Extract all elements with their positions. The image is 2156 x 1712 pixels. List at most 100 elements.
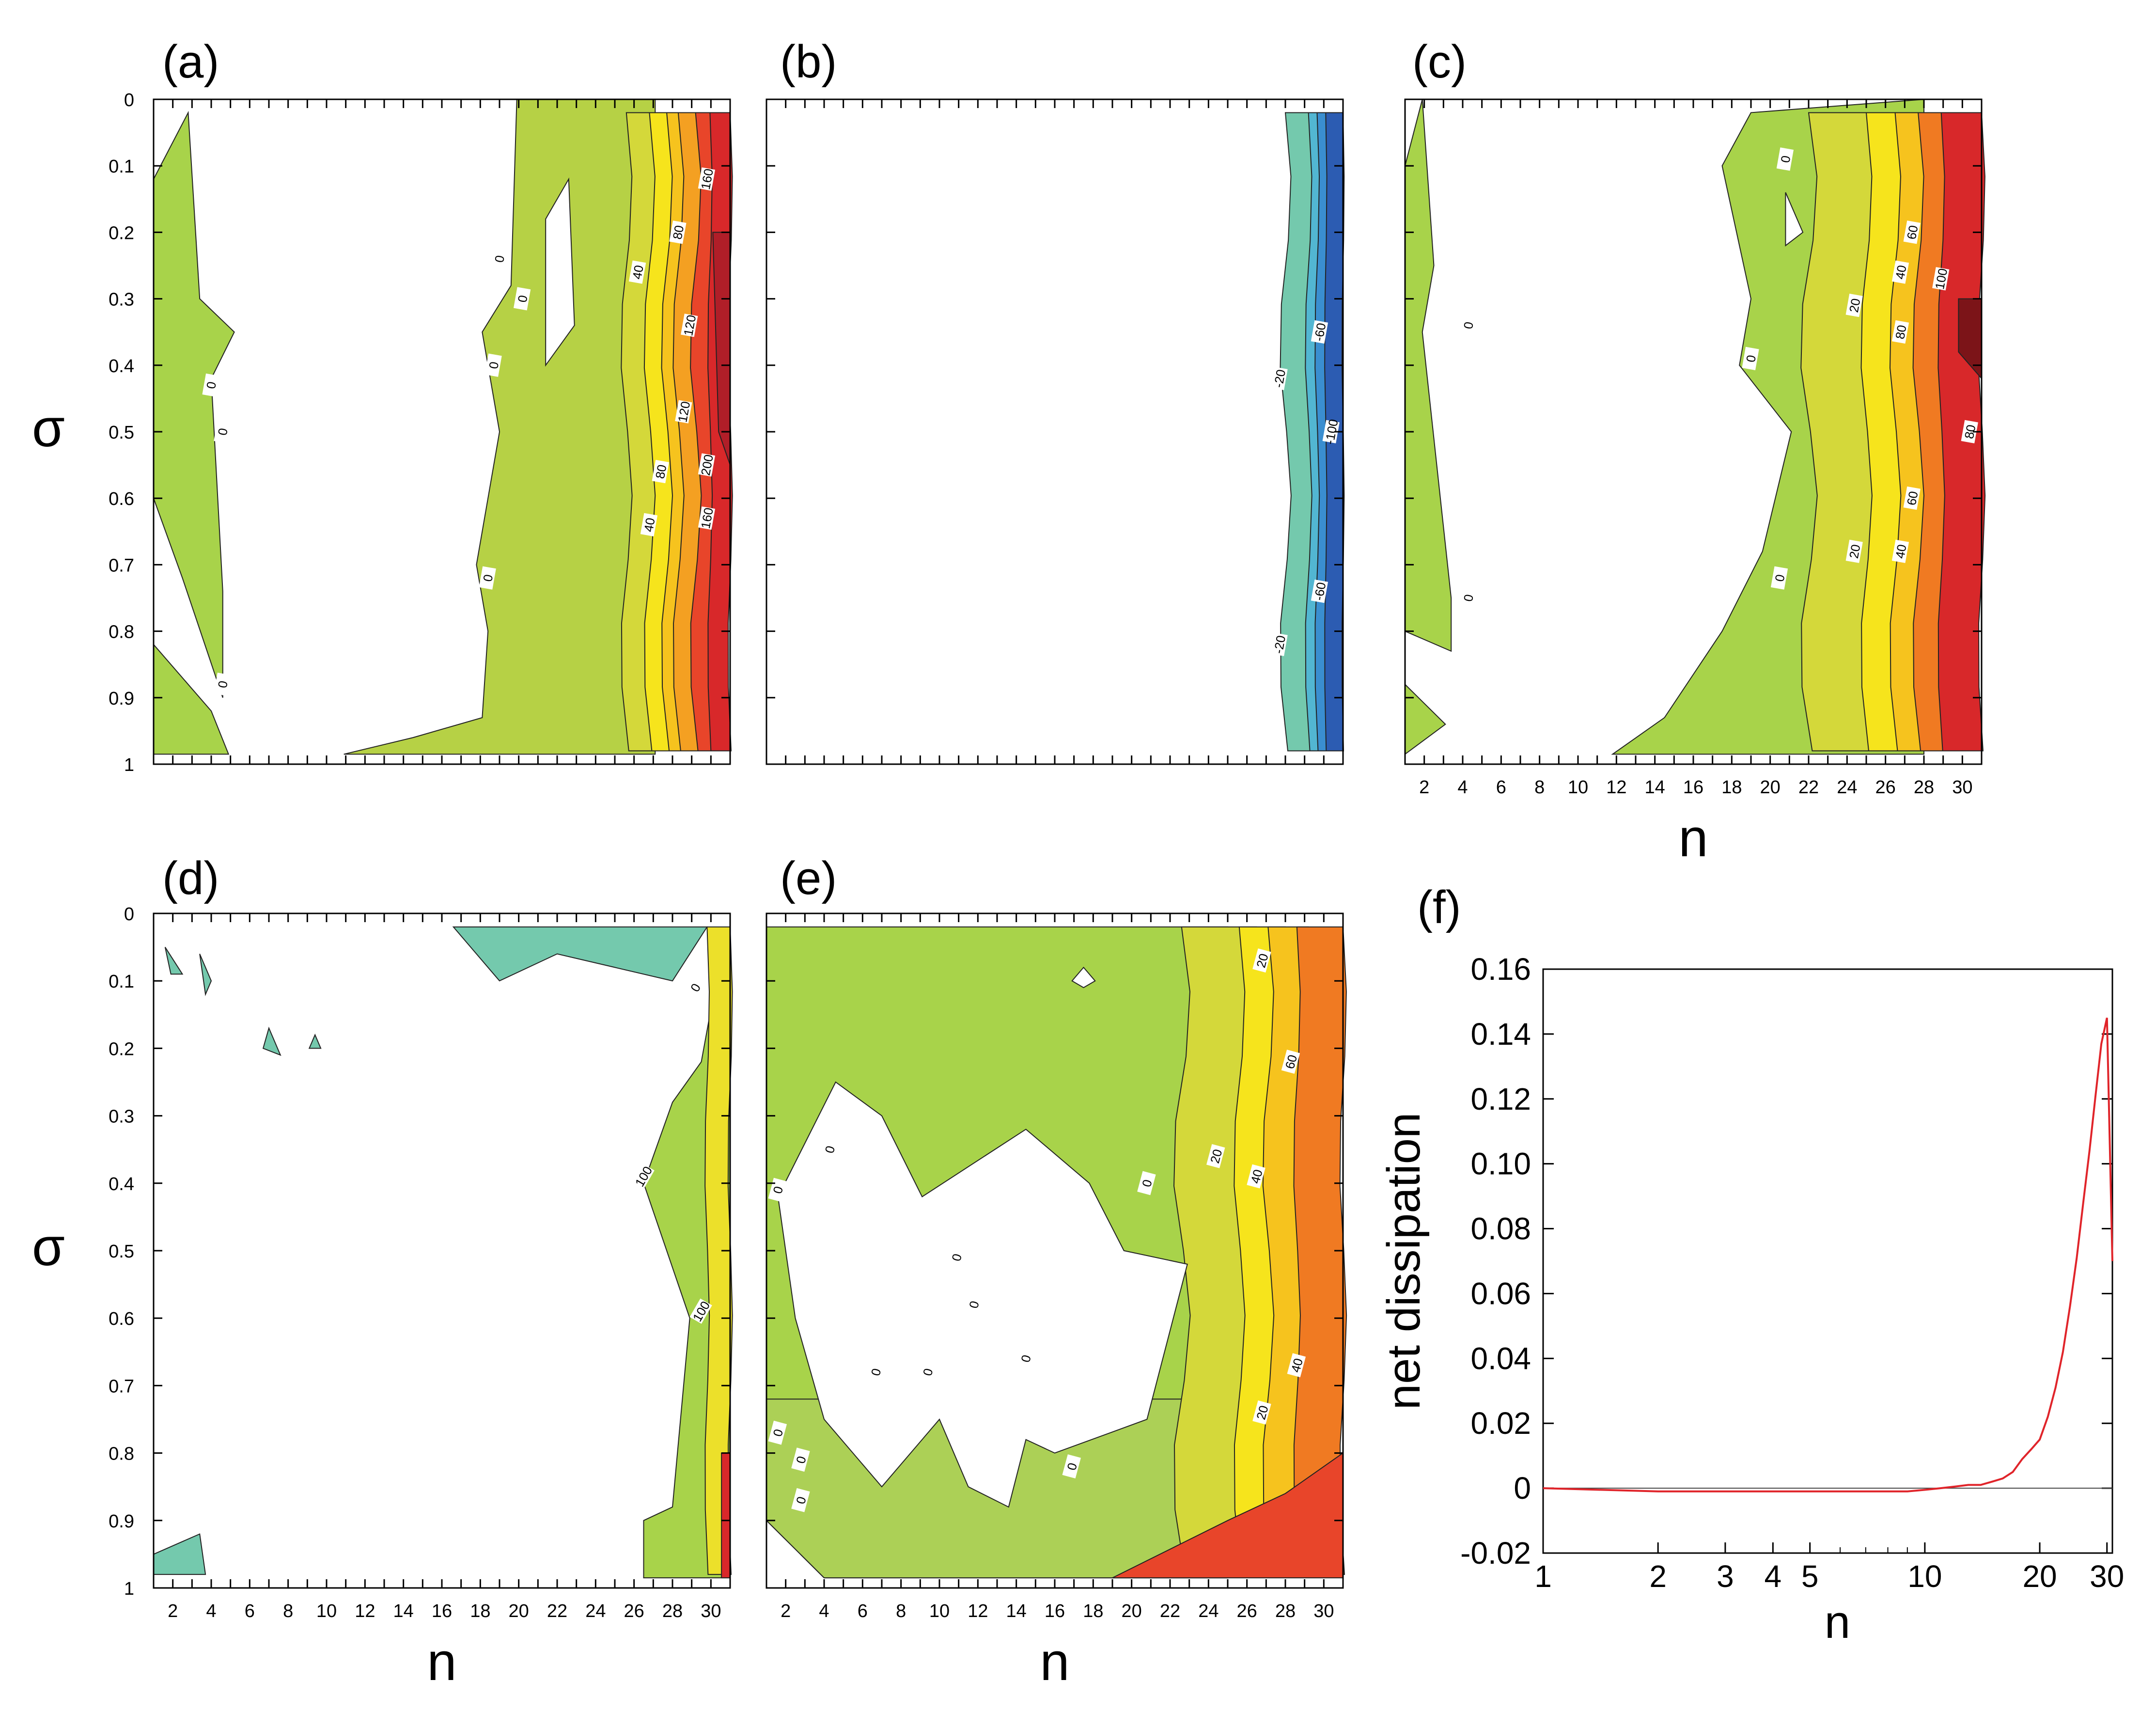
contour-label-bg bbox=[1287, 1353, 1306, 1378]
contour-label-bg bbox=[918, 1360, 937, 1384]
x-tick-label: 26 bbox=[1875, 777, 1896, 798]
x-tick-label: 10 bbox=[1907, 1559, 1942, 1594]
contour-label-bg bbox=[514, 287, 531, 311]
x-tick-label: 14 bbox=[1645, 777, 1665, 798]
contour-region bbox=[262, 1026, 281, 1056]
contour-label-bg bbox=[698, 506, 716, 530]
x-tick-label: 4 bbox=[1457, 777, 1468, 798]
x-tick-label: 20 bbox=[509, 1601, 529, 1621]
contour-label: 0 bbox=[479, 566, 496, 590]
contour-label-text: 0 bbox=[515, 294, 531, 303]
x-tick-label: 22 bbox=[1798, 777, 1819, 798]
contour-label: 160 bbox=[698, 167, 716, 191]
x-tick-label: 28 bbox=[1914, 777, 1934, 798]
contour-label-bg bbox=[1270, 366, 1288, 391]
x-tick-label: 8 bbox=[283, 1601, 293, 1621]
y-tick-label: -0.02 bbox=[1460, 1536, 1531, 1571]
contour-label-bg bbox=[214, 673, 231, 696]
panel-label: (c) bbox=[1412, 36, 1467, 88]
x-tick-label: 16 bbox=[1045, 1601, 1065, 1621]
x-axis-title: n bbox=[1040, 1632, 1069, 1692]
contour-label: 0 bbox=[1459, 586, 1477, 610]
x-tick-label: 24 bbox=[1198, 1601, 1219, 1621]
contour-label: 0 bbox=[490, 247, 508, 271]
contour-label: 40 bbox=[640, 513, 658, 537]
plot-background bbox=[154, 913, 730, 1588]
contour-label: 20 bbox=[1252, 1400, 1271, 1425]
contour-label: 40 bbox=[1287, 1353, 1306, 1378]
y-axis-title: net dissipation bbox=[1378, 1113, 1430, 1410]
y-tick-label: 0.3 bbox=[109, 1107, 134, 1127]
y-tick-label: 0.16 bbox=[1470, 952, 1531, 987]
contour-label-bg bbox=[1932, 267, 1950, 291]
contour-label-bg bbox=[1311, 320, 1328, 344]
contour-label: 40 bbox=[629, 260, 646, 284]
contour-label-bg bbox=[820, 1137, 839, 1162]
contour-label-text: 80 bbox=[1892, 324, 1909, 340]
contour-label-bg bbox=[484, 353, 502, 377]
x-tick-label: 12 bbox=[355, 1601, 375, 1621]
contour-label: -20 bbox=[1270, 366, 1288, 391]
x-tick-label: 4 bbox=[206, 1601, 216, 1621]
contour-label-bg bbox=[214, 420, 231, 443]
contour-label: 120 bbox=[681, 314, 699, 337]
x-tick-label: 30 bbox=[1313, 1601, 1334, 1621]
y-tick-label: 0.14 bbox=[1470, 1017, 1531, 1052]
contour-region bbox=[199, 954, 212, 996]
contour-label: 0 bbox=[1016, 1346, 1035, 1371]
y-tick-label: 0.9 bbox=[109, 1511, 134, 1532]
contour-label: 40 bbox=[1891, 260, 1909, 284]
y-tick-label: 0.02 bbox=[1470, 1406, 1531, 1441]
contour-label: 80 bbox=[1891, 320, 1909, 344]
x-tick-label: 18 bbox=[1083, 1601, 1103, 1621]
contour-label-text: 40 bbox=[1892, 264, 1909, 281]
y-tick-label: 0.12 bbox=[1470, 1082, 1531, 1116]
contour-label-bg bbox=[1137, 1171, 1156, 1195]
y-tick-label: 0.7 bbox=[109, 1376, 134, 1397]
contour-label-bg bbox=[669, 220, 687, 244]
contour-label-bg bbox=[1016, 1346, 1035, 1371]
contour-label-text: 20 bbox=[1846, 297, 1863, 314]
contour-label-text: 160 bbox=[698, 506, 716, 530]
x-tick-label: 30 bbox=[1952, 777, 1972, 798]
x-axis-title: n bbox=[427, 1632, 456, 1692]
contour-label-bg bbox=[1891, 320, 1909, 344]
contour-region bbox=[1112, 1452, 1344, 1579]
y-tick-label: 0 bbox=[1514, 1471, 1531, 1506]
contour-label: 80 bbox=[652, 460, 669, 484]
contour-label-text: 0 bbox=[486, 361, 501, 370]
contour-label-bg bbox=[1252, 948, 1271, 973]
contour-label-bg bbox=[684, 974, 706, 1000]
contour-label-bg bbox=[629, 260, 646, 284]
contour-region bbox=[721, 1452, 731, 1579]
x-tick-label: 20 bbox=[1122, 1601, 1142, 1621]
contour-label: -60 bbox=[1311, 580, 1328, 603]
panel-b: (b)-60-20-100-60-20 bbox=[766, 36, 1345, 765]
x-tick-label: 18 bbox=[1721, 777, 1742, 798]
x-tick-label: 22 bbox=[547, 1601, 567, 1621]
contour-label: 0 bbox=[1062, 1454, 1081, 1479]
contour-label-bg bbox=[1776, 147, 1794, 171]
x-tick-label: 4 bbox=[1765, 1559, 1782, 1594]
contour-label-bg bbox=[1322, 420, 1340, 443]
y-tick-label: 0.06 bbox=[1470, 1276, 1531, 1311]
contour-label: 0 bbox=[484, 353, 502, 377]
y-tick-label: 0.6 bbox=[109, 1309, 134, 1329]
x-tick-label: 2 bbox=[1649, 1559, 1667, 1594]
contour-label-text: -60 bbox=[1311, 581, 1328, 601]
y-tick-label: 0.2 bbox=[109, 223, 134, 243]
y-tick-label: 0.9 bbox=[109, 689, 134, 709]
contour-label-bg bbox=[640, 513, 658, 537]
contour-hole bbox=[545, 177, 575, 367]
contour-label-text: 0 bbox=[1772, 573, 1787, 582]
x-tick-label: 28 bbox=[1275, 1601, 1296, 1621]
panel-label: (e) bbox=[780, 852, 837, 904]
contour-label-bg bbox=[791, 1447, 810, 1472]
y-tick-label: 0.5 bbox=[109, 1241, 134, 1262]
contour-region bbox=[164, 947, 184, 975]
contour-label-bg bbox=[1770, 566, 1788, 590]
